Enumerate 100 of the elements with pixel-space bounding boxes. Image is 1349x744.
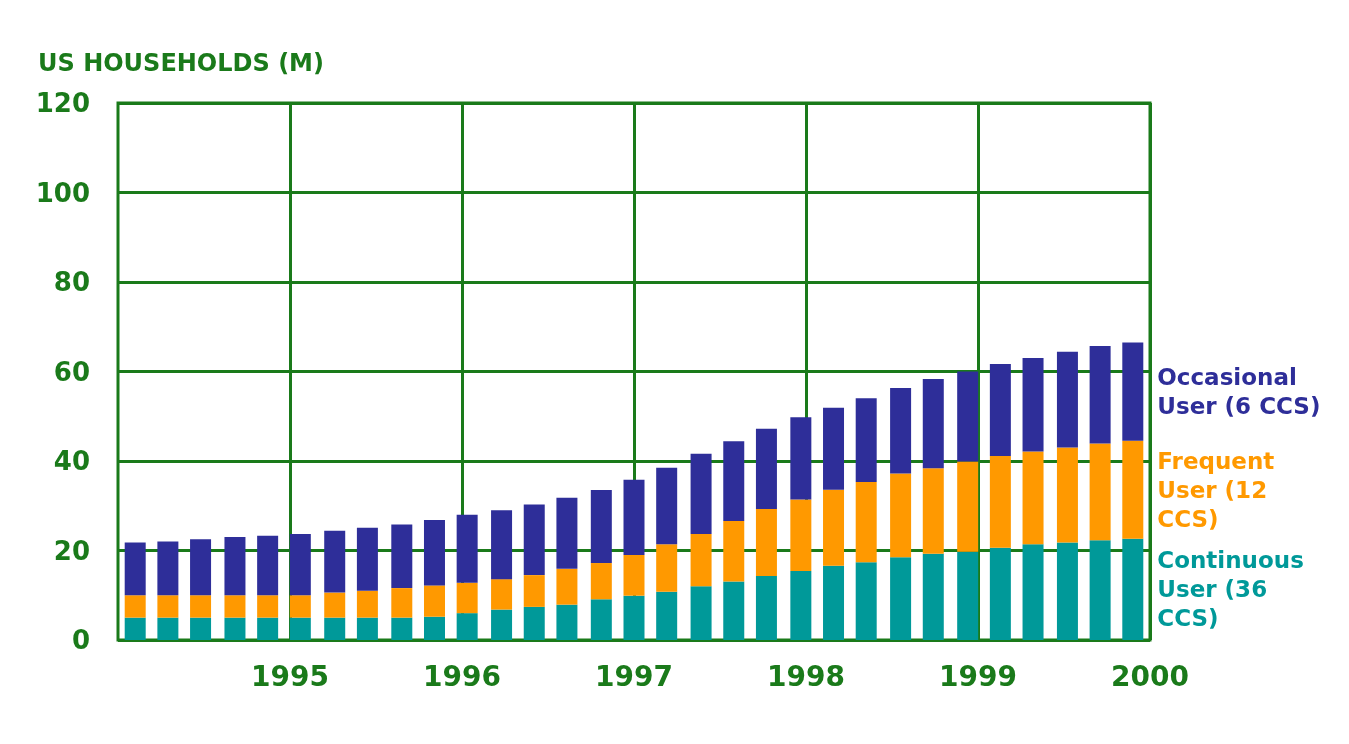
bar	[590, 563, 612, 600]
bar	[224, 617, 246, 640]
bar	[324, 530, 346, 593]
bar	[491, 609, 513, 640]
bar	[723, 441, 745, 521]
bar	[257, 617, 279, 640]
y-tick-label: 20	[53, 535, 90, 566]
bar	[590, 599, 612, 640]
bar	[124, 617, 146, 640]
bar	[257, 535, 279, 596]
series-label: Frequent User (12 CCS)	[1157, 447, 1283, 532]
bar	[623, 595, 645, 640]
bar	[556, 604, 578, 640]
bar	[890, 473, 912, 558]
bar	[623, 479, 645, 555]
bar	[224, 595, 246, 618]
bar	[324, 617, 346, 640]
bar	[989, 547, 1011, 640]
x-tick-label: 1999	[939, 659, 1017, 693]
bar	[690, 453, 712, 534]
bar	[391, 617, 413, 640]
bar	[224, 537, 246, 596]
bar	[1089, 540, 1111, 640]
bar	[890, 388, 912, 474]
y-tick-label: 60	[53, 356, 90, 387]
x-tick-label: 1995	[251, 659, 329, 693]
bar	[556, 497, 578, 569]
bar	[1056, 542, 1078, 640]
bar	[289, 595, 311, 618]
bar	[755, 508, 777, 577]
bar	[656, 591, 678, 640]
bar	[922, 379, 944, 469]
bar	[257, 595, 279, 618]
bar	[656, 544, 678, 592]
bar	[157, 541, 179, 596]
x-tick-label: 2000	[1111, 659, 1189, 693]
bar	[790, 571, 812, 640]
bar	[124, 595, 146, 618]
bar	[423, 616, 445, 640]
bar	[157, 595, 179, 618]
bar	[423, 585, 445, 617]
bar	[823, 565, 845, 640]
bar	[523, 504, 545, 576]
bar	[690, 533, 712, 587]
bar	[423, 520, 445, 586]
bar	[855, 482, 877, 563]
bar	[356, 617, 378, 640]
bar	[723, 520, 745, 582]
bar	[391, 588, 413, 618]
bar	[190, 539, 212, 596]
bar	[356, 527, 378, 591]
bar	[623, 554, 645, 596]
bar	[922, 553, 944, 640]
x-tick-label: 1998	[767, 659, 845, 693]
bar	[556, 568, 578, 605]
bar	[157, 617, 179, 640]
bar	[289, 617, 311, 640]
bar	[1122, 342, 1144, 441]
bar	[823, 489, 845, 566]
bar	[590, 490, 612, 564]
bar	[491, 579, 513, 610]
bar	[790, 417, 812, 500]
bar	[324, 592, 346, 618]
bar	[690, 586, 712, 640]
bar	[755, 576, 777, 640]
bar	[124, 542, 146, 596]
bar	[790, 499, 812, 572]
bar	[823, 407, 845, 490]
bar	[855, 562, 877, 640]
y-tick-label: 0	[71, 625, 90, 655]
bar	[289, 533, 311, 596]
y-tick-label: 40	[53, 446, 90, 476]
bar	[957, 461, 979, 552]
x-tick-label: 1996	[423, 659, 501, 693]
bar	[656, 467, 678, 545]
bar	[523, 575, 545, 607]
bar	[755, 428, 777, 509]
bar	[190, 595, 212, 618]
x-tick-label: 1997	[595, 659, 673, 693]
bar	[855, 398, 877, 483]
bar	[190, 617, 212, 640]
bar	[456, 613, 478, 640]
bar	[491, 510, 513, 580]
bar	[456, 582, 478, 614]
series-label: Occasional User (6 CCS)	[1157, 364, 1321, 420]
bar	[523, 606, 545, 640]
bar	[723, 581, 745, 640]
bar	[1056, 447, 1078, 543]
bar	[1122, 440, 1144, 539]
bar	[1022, 451, 1044, 545]
bar	[1089, 345, 1111, 444]
bar	[1022, 544, 1044, 640]
bar	[1022, 358, 1044, 452]
y-tick-label: 120	[35, 88, 90, 118]
y-tick-label: 100	[35, 177, 90, 208]
series-label: Continuous User (36 CCS)	[1157, 547, 1312, 632]
bar	[922, 468, 944, 554]
bar	[1089, 443, 1111, 541]
bar	[890, 557, 912, 640]
bar	[456, 514, 478, 583]
